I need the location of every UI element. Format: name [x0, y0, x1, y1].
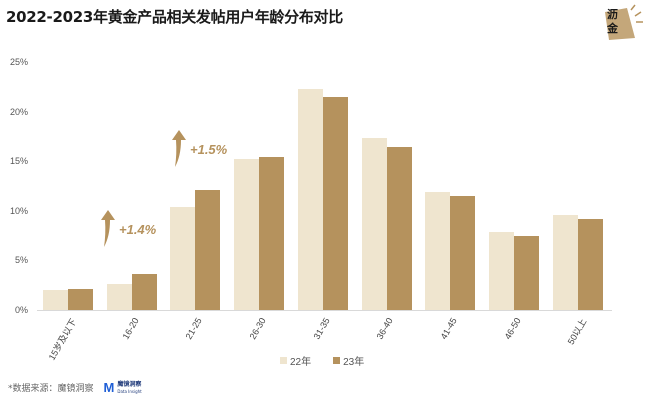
bar-23年-21-25[interactable] [195, 189, 221, 310]
data-source: *数据来源：魔镜洞察 M 魔镜洞察 Data Insight [8, 380, 142, 395]
legend-item-23[interactable]: 23年 [333, 353, 364, 368]
x-tick-label: 41-45 [438, 316, 459, 341]
bar-23年-41-45[interactable] [450, 195, 476, 310]
bar-22年-41-45[interactable] [425, 191, 451, 310]
y-tick: 5% [14, 255, 28, 265]
bar-23年-46-50[interactable] [513, 235, 539, 310]
bar-23年-16-20[interactable] [131, 274, 157, 310]
bar-23年-50以上[interactable] [577, 218, 603, 310]
x-tick-label: 21-25 [183, 316, 205, 341]
y-tick: 20% [9, 107, 28, 117]
bar-23年-26-30[interactable] [259, 157, 285, 310]
source-text: *数据来源：魔镜洞察 [8, 384, 94, 394]
chart-legend: 22年 23年 [280, 353, 364, 368]
x-tick-label: 15岁及以下 [46, 317, 79, 362]
bar-plot-area [40, 62, 612, 310]
source-brand-logo: M 魔镜洞察 Data Insight [103, 380, 142, 395]
y-tick: 15% [9, 156, 28, 166]
legend-swatch-icon [333, 357, 341, 364]
brand-logo: 沥 金 [595, 4, 645, 44]
x-tick-label: 16-20 [120, 316, 141, 341]
bar-22年-36-40[interactable] [361, 138, 387, 310]
x-tick-label: 36-40 [374, 316, 396, 341]
bar-22年-31-35[interactable] [297, 88, 323, 310]
bar-22年-15岁及以下[interactable] [43, 290, 68, 310]
up-arrow-icon [172, 130, 186, 167]
x-tick-label: 46-50 [502, 316, 523, 341]
chart-title: 2022-2023年黄金产品相关发帖用户年龄分布对比 [6, 8, 343, 26]
legend-swatch-icon [280, 357, 287, 364]
x-tick-label: 26-30 [247, 316, 268, 341]
y-tick: 25% [9, 57, 28, 67]
x-tick-label: 31-35 [311, 316, 332, 341]
x-tick-label: 50以上 [565, 317, 589, 347]
bar-22年-50以上[interactable] [552, 214, 578, 310]
logo-text-1: 沥 [607, 8, 618, 21]
legend-item-22[interactable]: 22年 [280, 353, 311, 368]
annotation-16-20: +1.4% [100, 210, 156, 248]
y-tick: 0% [14, 305, 28, 315]
bar-23年-31-35[interactable] [322, 96, 348, 310]
bar-23年-36-40[interactable] [386, 147, 412, 310]
bar-22年-16-20[interactable] [106, 284, 132, 310]
logo-shape-icon [605, 4, 643, 40]
bar-23年-15岁及以下[interactable] [68, 289, 93, 310]
x-axis-line [37, 310, 612, 311]
bar-22年-21-25[interactable] [170, 206, 196, 310]
logo-text-2: 金 [607, 22, 618, 35]
bar-22年-26-30[interactable] [234, 159, 260, 310]
y-tick: 10% [9, 206, 28, 216]
up-arrow-icon [101, 210, 115, 247]
annotation-21-25: +1.5% [171, 130, 227, 168]
m-logo-icon: M [103, 380, 115, 395]
bar-22年-46-50[interactable] [488, 231, 514, 310]
